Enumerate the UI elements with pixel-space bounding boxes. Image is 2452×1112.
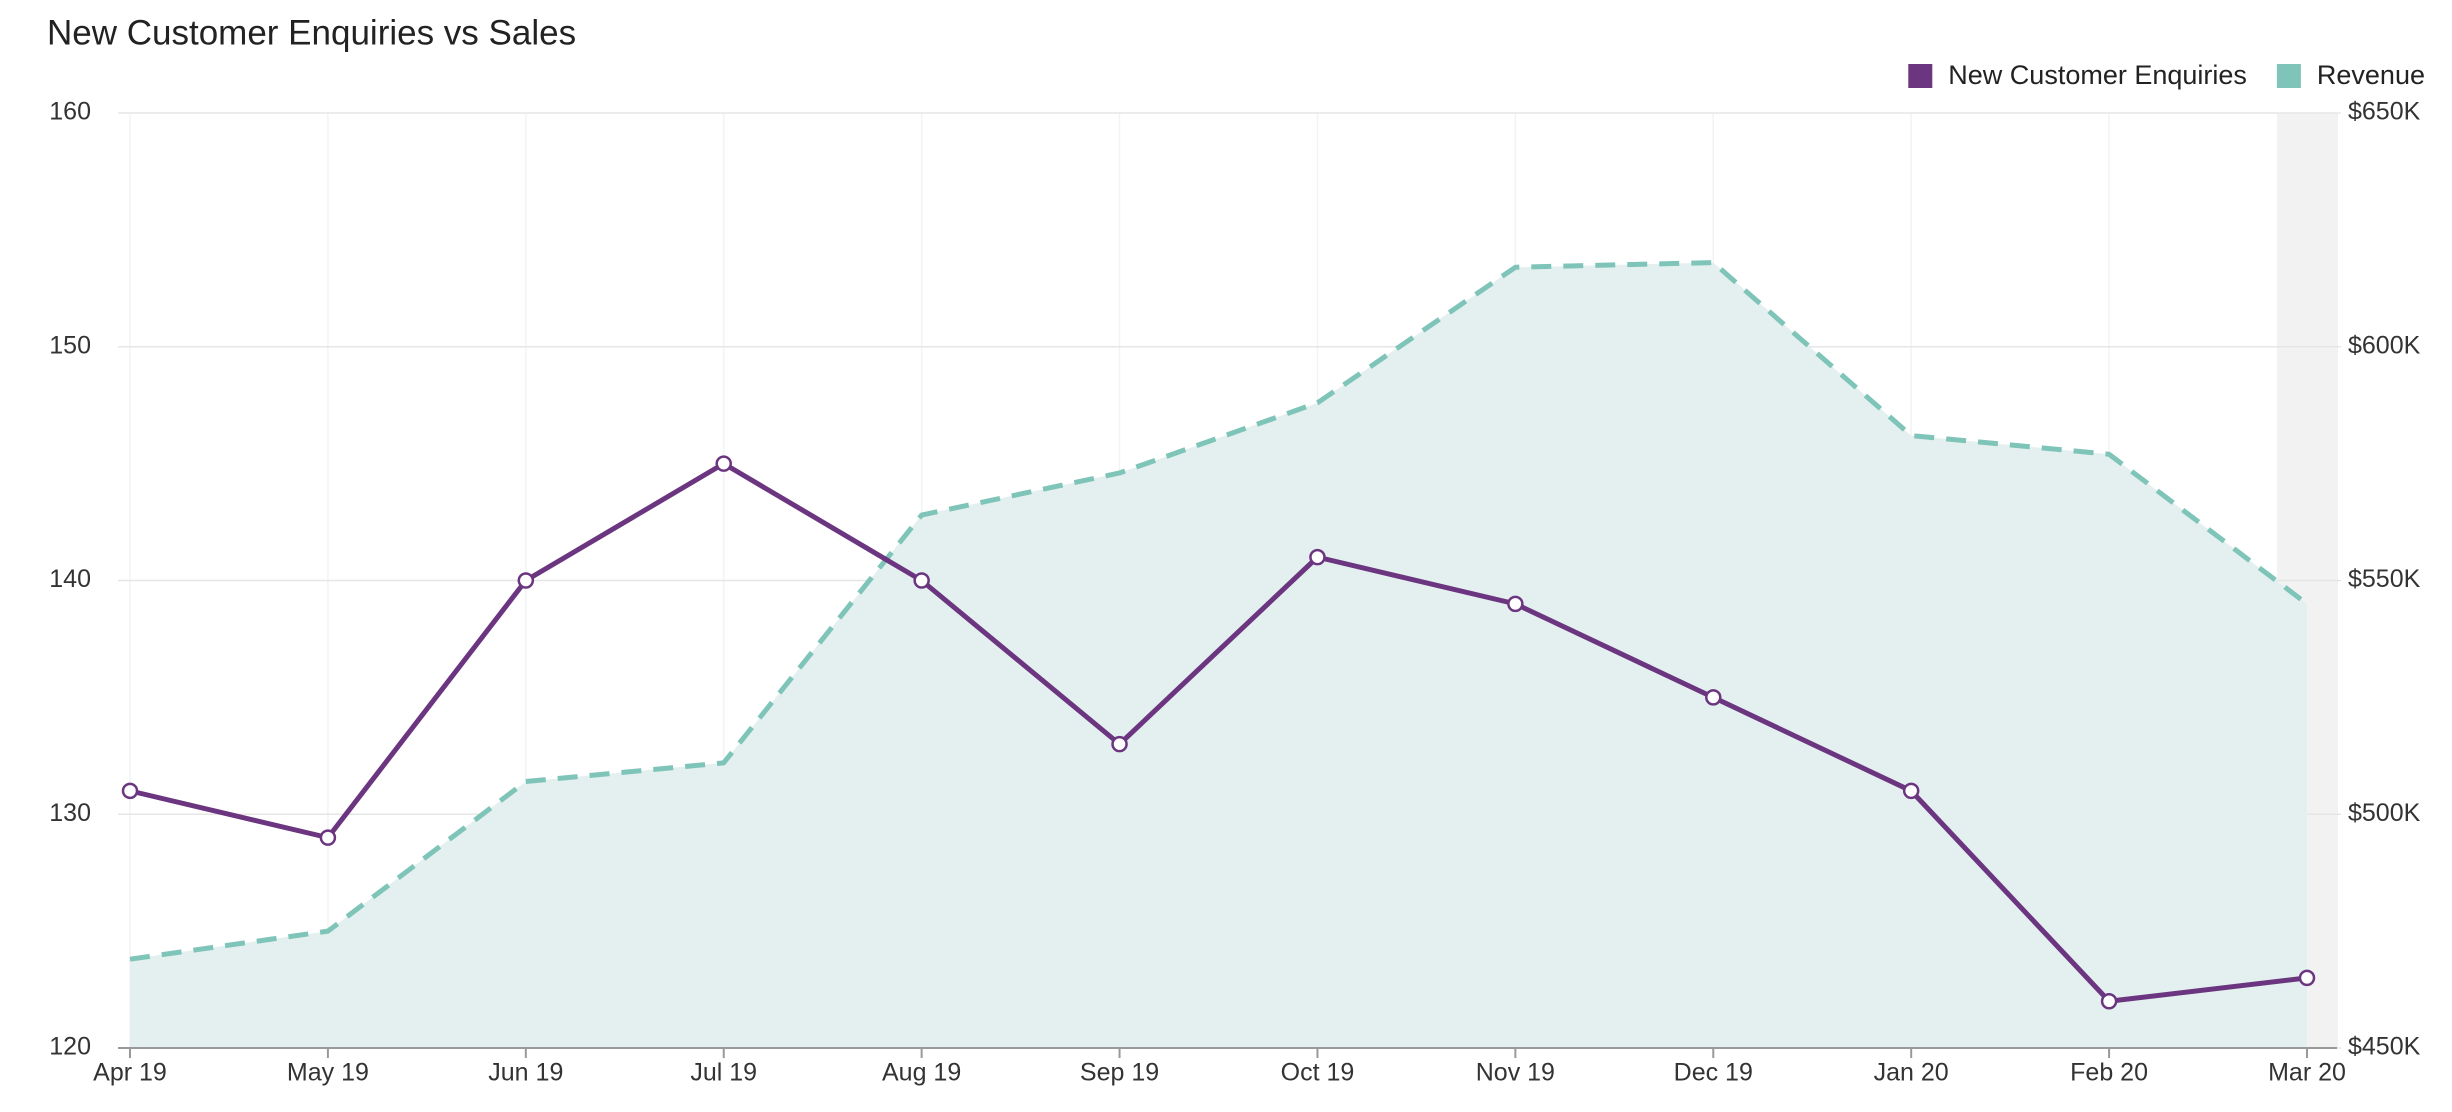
x-tick-label: Jul 19 — [690, 1059, 757, 1087]
point — [319, 829, 337, 846]
y-tick-label: 130 — [49, 799, 91, 827]
y-tick-label: 140 — [49, 565, 91, 593]
point — [715, 455, 732, 472]
point — [1507, 595, 1524, 613]
x-tick-label: Apr 19 — [93, 1059, 167, 1087]
x-tick-label: Aug 19 — [882, 1059, 961, 1087]
y2-tick-label: $500K — [2348, 799, 2421, 827]
y-tick-label: 150 — [49, 331, 91, 359]
point — [1902, 782, 1920, 800]
x-tick-label: Nov 19 — [1476, 1059, 1555, 1087]
x-tick-label: Feb 20 — [2070, 1059, 2148, 1087]
point — [121, 782, 139, 800]
line — [129, 461, 2308, 1004]
y2-tick-label: $600K — [2348, 331, 2421, 359]
x-tick-label: Mar 20 — [2268, 1059, 2346, 1087]
x-tick-label: Oct 19 — [1281, 1059, 1355, 1087]
point — [2298, 969, 2316, 987]
point — [1309, 548, 1326, 566]
point — [1111, 735, 1128, 753]
x-tick-label: Sep 19 — [1080, 1059, 1159, 1087]
point — [913, 572, 930, 589]
point — [1705, 689, 1722, 706]
x-tick-label: May 19 — [287, 1059, 369, 1087]
y2-tick-label: $550K — [2348, 565, 2421, 593]
point — [517, 572, 535, 589]
y2-tick-label: $650K — [2348, 98, 2421, 126]
x-tick-label: Jan 20 — [1874, 1059, 1949, 1087]
chart-title: New Customer Enquiries vs Sales — [47, 13, 576, 52]
x-tick-label: Jun 19 — [488, 1059, 563, 1087]
legend-label: Revenue — [2317, 60, 2425, 90]
y-tick-label: 120 — [49, 1033, 91, 1061]
y2-tick-label: $450K — [2348, 1033, 2421, 1061]
legend-swatch — [2276, 64, 2301, 88]
area — [130, 262, 2307, 1049]
y-tick-label: 160 — [49, 98, 91, 126]
legend-swatch — [1908, 64, 1933, 88]
legend-label: New Customer Enquiries — [1948, 60, 2247, 90]
point — [2100, 993, 2118, 1010]
x-tick-label: Dec 19 — [1674, 1059, 1753, 1087]
